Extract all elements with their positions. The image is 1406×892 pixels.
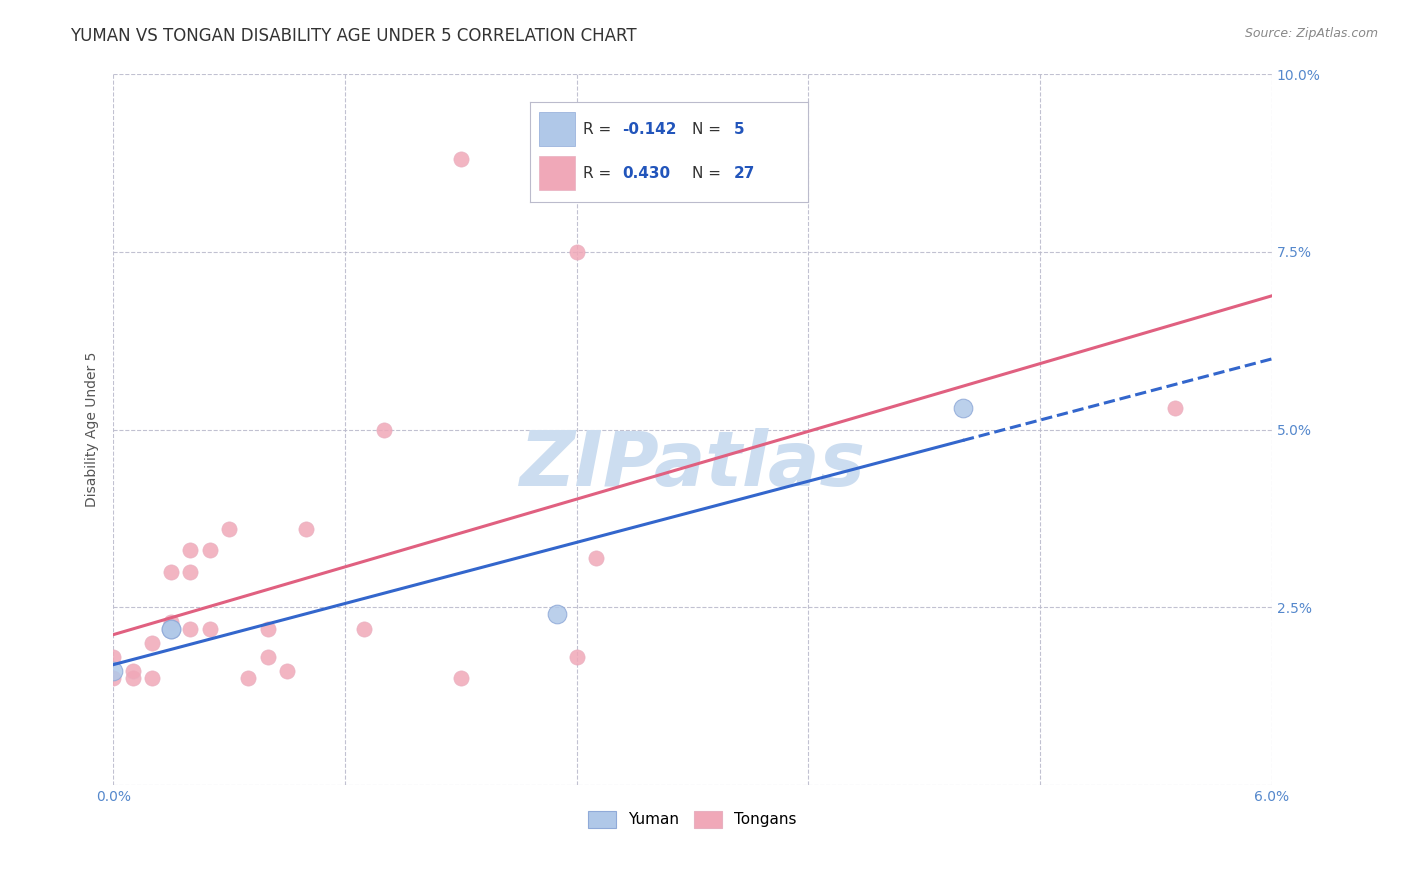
Point	[198, 543, 221, 558]
Point	[179, 565, 201, 579]
Point	[121, 672, 143, 686]
Point	[276, 665, 298, 679]
Y-axis label: Disability Age Under 5: Disability Age Under 5	[86, 351, 100, 508]
Point	[546, 607, 568, 622]
Text: YUMAN VS TONGAN DISABILITY AGE UNDER 5 CORRELATION CHART: YUMAN VS TONGAN DISABILITY AGE UNDER 5 C…	[70, 27, 637, 45]
Point	[141, 636, 163, 650]
Point	[103, 672, 125, 686]
Point	[160, 622, 183, 636]
Point	[141, 672, 163, 686]
Point	[256, 650, 278, 665]
Point	[179, 543, 201, 558]
Point	[160, 622, 183, 636]
Point	[160, 565, 183, 579]
Point	[160, 615, 183, 629]
Point	[238, 672, 260, 686]
Point	[353, 622, 375, 636]
Text: Source: ZipAtlas.com: Source: ZipAtlas.com	[1244, 27, 1378, 40]
Point	[450, 153, 472, 167]
Point	[198, 622, 221, 636]
Point	[103, 665, 125, 679]
Point	[952, 401, 974, 416]
Point	[103, 650, 125, 665]
Point	[565, 244, 588, 259]
Legend: Yuman, Tongans: Yuman, Tongans	[582, 805, 803, 834]
Point	[218, 522, 240, 536]
Point	[295, 522, 318, 536]
Text: ZIPatlas: ZIPatlas	[520, 428, 866, 502]
Point	[121, 665, 143, 679]
Point	[373, 423, 395, 437]
Point	[1164, 401, 1187, 416]
Point	[256, 622, 278, 636]
Point	[450, 672, 472, 686]
Point	[585, 550, 607, 565]
Point	[179, 622, 201, 636]
Point	[565, 650, 588, 665]
